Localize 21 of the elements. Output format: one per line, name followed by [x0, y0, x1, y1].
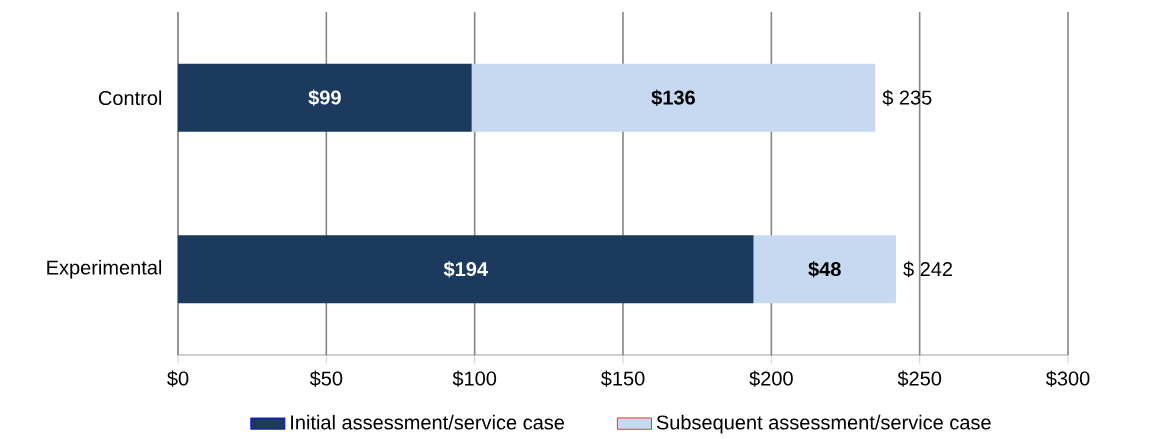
x-tick-label: $0: [167, 370, 189, 387]
total-label: $ 235: [882, 89, 932, 106]
x-tick-label: $100: [452, 370, 497, 387]
data-label: $99: [308, 89, 341, 106]
bar: [471, 63, 876, 132]
total-label: $ 242: [903, 261, 953, 278]
x-tick-label: $300: [1045, 370, 1090, 387]
x-tick-label: $150: [600, 370, 645, 387]
y-tick-label: Experimental: [47, 259, 162, 279]
legend-label: Subsequent assessment/service case: [656, 414, 991, 434]
y-tick-label: Control: [98, 90, 162, 106]
data-label: $194: [443, 261, 488, 278]
x-tick-label: $200: [749, 370, 793, 387]
bar: [178, 235, 754, 304]
data-label: $48: [808, 261, 841, 278]
legend-label: Initial assessment/service case: [291, 414, 565, 430]
bar: [178, 63, 472, 132]
x-tick-label: $50: [309, 370, 343, 387]
bar: [753, 235, 896, 304]
data-label: $136: [651, 89, 695, 106]
x-tick-label: $250: [897, 370, 942, 387]
